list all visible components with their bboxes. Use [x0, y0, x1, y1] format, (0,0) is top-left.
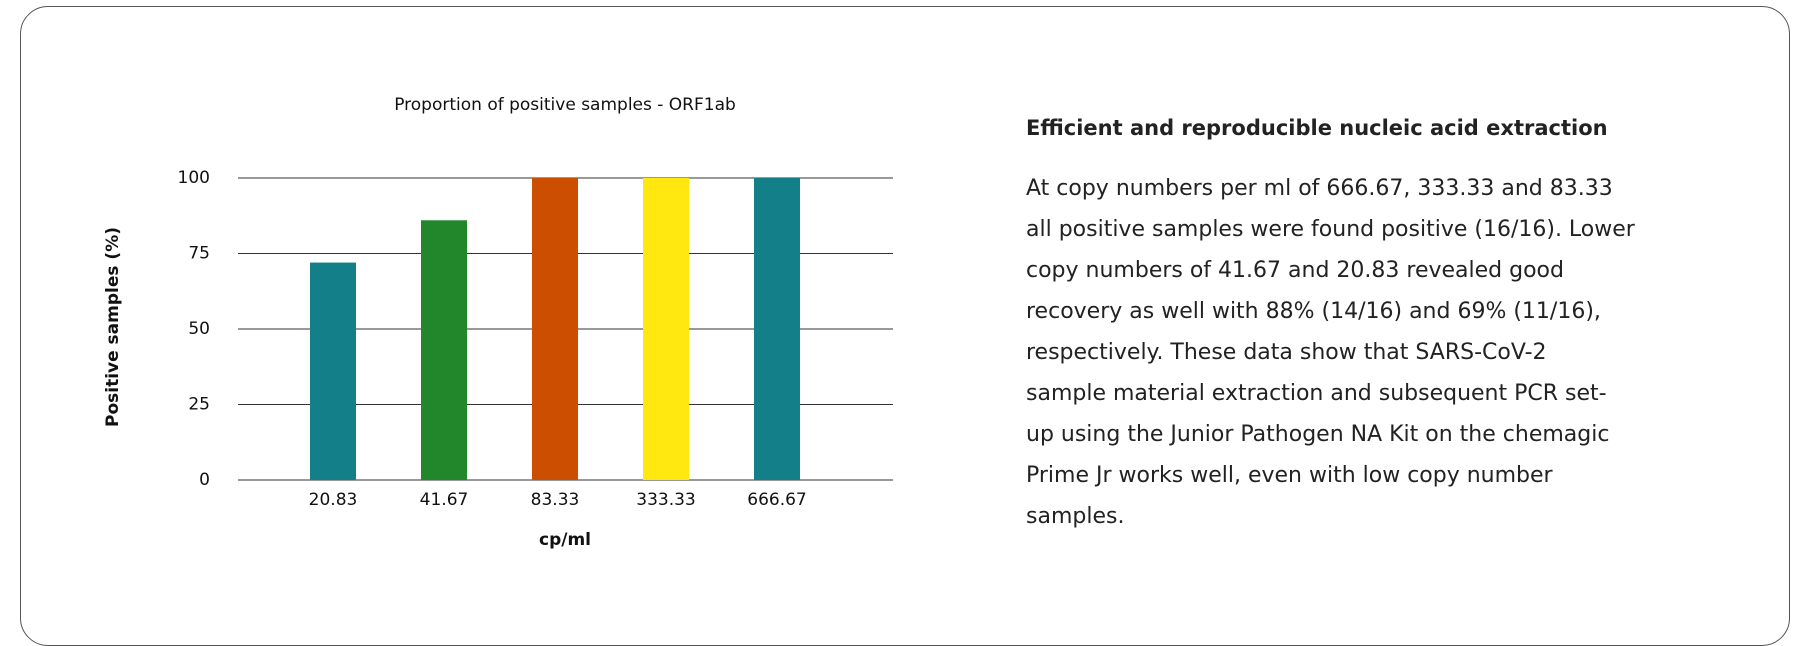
chart-title: Proportion of positive samples - ORF1ab — [394, 95, 736, 115]
bar — [643, 178, 689, 480]
y-axis-label: Positive samples (%) — [103, 227, 123, 427]
bar — [310, 262, 356, 480]
paragraph-line: samples. — [1026, 504, 1125, 529]
chart: Proportion of positive samples - ORF1ab … — [103, 95, 893, 550]
x-tick-label: 20.83 — [309, 490, 358, 510]
paragraph-line: sample material extraction and subsequen… — [1026, 381, 1607, 406]
paragraph-line: respectively. These data show that SARS-… — [1026, 340, 1547, 365]
x-axis-label: cp/ml — [539, 530, 591, 550]
paragraph-line: At copy numbers per ml of 666.67, 333.33… — [1026, 176, 1613, 201]
bar — [532, 178, 578, 480]
bar — [754, 178, 800, 480]
paragraph-line: up using the Junior Pathogen NA Kit on t… — [1026, 422, 1610, 447]
paragraph-line: recovery as well with 88% (14/16) and 69… — [1026, 299, 1601, 324]
y-tick-label: 25 — [188, 395, 210, 415]
y-tick-label: 0 — [199, 470, 210, 490]
text-block: Efficient and reproducible nucleic acid … — [1026, 110, 1746, 537]
y-tick-label: 50 — [188, 319, 210, 339]
x-tick-label: 666.67 — [747, 490, 806, 510]
heading: Efficient and reproducible nucleic acid … — [1026, 116, 1608, 140]
x-tick-label: 41.67 — [420, 490, 469, 510]
y-tick-label: 75 — [188, 244, 210, 264]
x-tick-label: 333.33 — [636, 490, 695, 510]
paragraph-line: all positive samples were found positive… — [1026, 217, 1635, 242]
paragraph-line: copy numbers of 41.67 and 20.83 revealed… — [1026, 258, 1564, 283]
x-tick-label: 83.33 — [531, 490, 580, 510]
bar — [421, 220, 467, 480]
page: Proportion of positive samples - ORF1ab … — [20, 6, 1790, 646]
paragraph-line: Prime Jr works well, even with low copy … — [1026, 463, 1553, 488]
y-tick-label: 100 — [178, 168, 210, 188]
